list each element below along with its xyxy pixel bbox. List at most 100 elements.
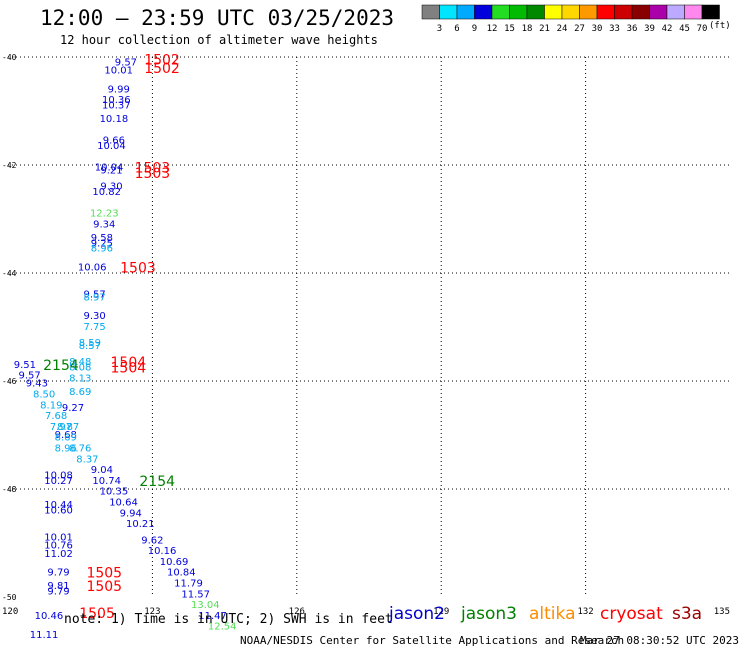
wave-height-point: 8.97: [84, 292, 106, 303]
wave-height-point: 9.51: [14, 360, 36, 371]
chart-grid: [8, 56, 730, 597]
color-scale-swatch: [544, 4, 563, 20]
wave-height-point: 9.27: [62, 403, 84, 414]
wave-height-point: 9.99: [108, 84, 130, 95]
color-scale-swatch: [509, 4, 528, 20]
wave-height-point: 10.64: [109, 498, 138, 509]
y-tick-label: -40: [2, 53, 17, 62]
x-tick-label: 129: [433, 607, 449, 617]
color-scale-label: 18: [522, 24, 533, 34]
color-scale-label: 70: [697, 24, 708, 34]
axis-tick-labels: 120 123 126 129 132 135 -40 -42 -44 -46 -48 -50: [2, 53, 730, 617]
wave-height-point: 8.96: [55, 444, 77, 455]
pass-time-label: 1502: [144, 61, 180, 77]
wave-height-point: 9.66: [103, 136, 125, 147]
color-scale-label: 12: [487, 24, 498, 34]
wave-height-point: 10.44: [44, 500, 73, 511]
wave-height-point: 11.79: [174, 579, 203, 590]
pass-time-label: 1505: [86, 579, 122, 595]
y-tick-label: -44: [2, 269, 17, 278]
chart-title: 12:00 – 23:59 UTC 03/25/2023: [40, 6, 395, 30]
wave-height-point: 9.79: [47, 568, 69, 579]
color-scale-label: 27: [574, 24, 585, 34]
y-tick-label: -48: [2, 485, 17, 494]
pass-time-label: 1505: [86, 566, 122, 582]
wave-height-point: 9.21: [100, 165, 122, 176]
color-scale-label: 30: [592, 24, 603, 34]
pass-time-label: 2154: [43, 358, 79, 374]
wave-height-point: 9.57: [84, 290, 106, 301]
wave-height-point: 9.81: [47, 581, 69, 592]
wave-height-point: 11.47: [198, 611, 227, 622]
wave-height-point: 12.23: [90, 209, 119, 220]
color-scale-swatch: [684, 4, 703, 20]
wave-height-point: 8.13: [69, 373, 91, 384]
pass-time-label: 1503: [120, 261, 156, 277]
wave-height-point: 9.57: [19, 371, 41, 382]
color-scale-swatch: [614, 4, 633, 20]
data-points: 9.5710.019.9910.3610.3710.189.6610.0410.…: [14, 53, 237, 641]
x-tick-label: 123: [144, 607, 160, 617]
wave-height-point: 9.25: [91, 238, 113, 249]
legend-jason3: jason3: [461, 604, 517, 624]
pass-time-label: 2154: [139, 474, 175, 490]
wave-height-point: 10.27: [44, 476, 73, 487]
wave-height-point: 9.43: [26, 379, 48, 390]
color-scale-label: 6: [454, 24, 459, 34]
pass-time-label: 1502: [144, 53, 180, 69]
color-scale-swatch: [526, 4, 545, 20]
wave-height-point: 10.82: [92, 187, 121, 198]
wave-height-point: 10.74: [92, 476, 121, 487]
color-scale-unit: (ft): [709, 21, 731, 31]
color-scale: 3 6 9 12 15 18 21 24 27 30 33 36 39 42 45 70: [421, 4, 720, 34]
legend-cryosat: cryosat: [600, 604, 663, 624]
wave-height-point: 9.30: [100, 182, 122, 193]
wave-height-point: 7.97: [50, 422, 72, 433]
wave-height-point: 8.69: [69, 387, 91, 398]
wave-height-point: 10.69: [160, 557, 189, 568]
wave-height-point: 10.60: [44, 506, 73, 517]
color-scale-label: 36: [627, 24, 638, 34]
wave-height-point: 11.11: [30, 630, 59, 641]
color-scale-swatch: [649, 4, 668, 20]
wave-height-point: 10.37: [102, 101, 131, 112]
color-scale-swatch: [561, 4, 580, 20]
color-scale-label: 39: [644, 24, 655, 34]
color-scale-swatch: [474, 4, 493, 20]
color-scale-label: 9: [472, 24, 477, 34]
wave-height-point: 11.57: [181, 589, 210, 600]
color-scale-label: 33: [609, 24, 620, 34]
color-scale-swatch: [491, 4, 510, 20]
color-scale-swatch: [456, 4, 475, 20]
color-scale-swatch: [579, 4, 598, 20]
color-scale-label: 3: [437, 24, 442, 34]
color-scale-label: 24: [557, 24, 568, 34]
y-tick-label: -50: [2, 593, 17, 602]
pass-time-label: 1505: [79, 606, 115, 622]
pass-time-label: 1503: [135, 166, 171, 182]
wave-height-point: 9.58: [91, 233, 113, 244]
wave-height-point: 13.04: [191, 600, 220, 611]
wave-height-point: 9.79: [47, 587, 69, 598]
wave-height-point: 11.02: [44, 549, 73, 560]
wave-height-point: 8.59: [79, 338, 101, 349]
color-scale-swatch: [666, 4, 685, 20]
wave-height-point: 10.16: [148, 546, 177, 557]
wave-height-point: 12.54: [208, 622, 237, 633]
wave-height-point: 8.69: [55, 433, 77, 444]
wave-height-point: 8.76: [69, 444, 91, 455]
wave-height-point: 8.08: [69, 363, 91, 374]
wave-height-point: 8.37: [76, 454, 98, 465]
wave-height-point: 8.19: [40, 400, 62, 411]
color-scale-swatch: [421, 4, 440, 20]
color-scale-label: 21: [539, 24, 550, 34]
wave-height-point: 10.35: [100, 487, 129, 498]
color-scale-swatch: [439, 4, 458, 20]
color-scale-label: 45: [679, 24, 690, 34]
legend-jason2: jason2: [389, 604, 445, 624]
wave-height-point: 10.04: [97, 141, 126, 152]
wave-height-point: 10.76: [44, 541, 73, 552]
wave-height-point: 10.04: [95, 163, 124, 174]
legend-s3a: s3a: [672, 604, 703, 624]
